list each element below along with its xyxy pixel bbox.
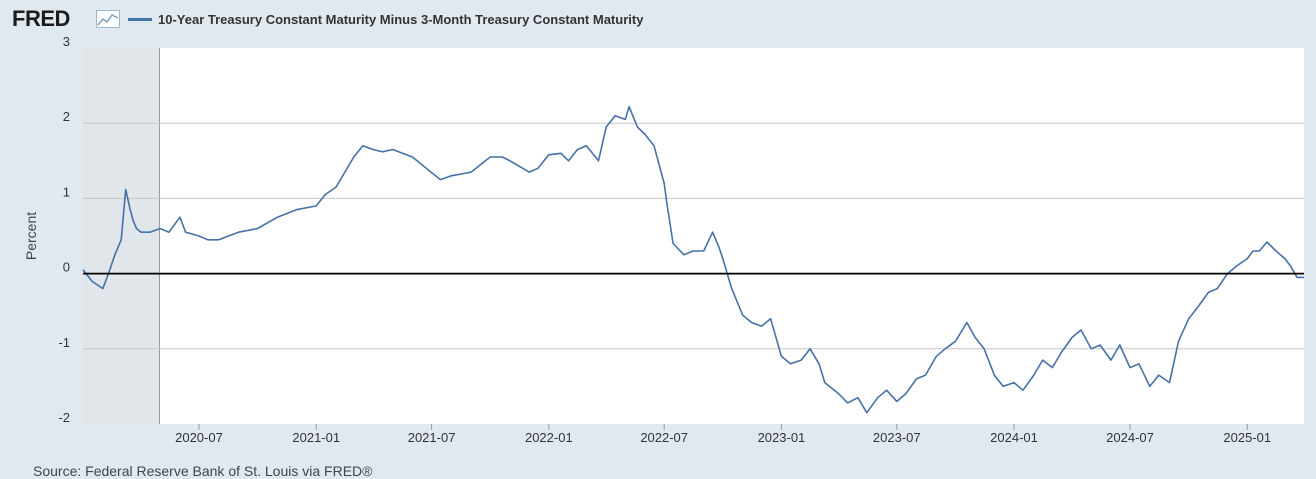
x-tick-label: 2020-07 bbox=[175, 430, 223, 445]
x-tick-label: 2021-07 bbox=[408, 430, 456, 445]
x-tick-label: 2025-01 bbox=[1223, 430, 1271, 445]
legend: 10-Year Treasury Constant Maturity Minus… bbox=[128, 10, 643, 28]
y-tick-label: 1 bbox=[63, 184, 70, 199]
axis-layer: 3 2 1 0 -1 -2 Percent 2020-07 2021-01 2021-07 2022… bbox=[23, 34, 1304, 445]
legend-label: 10-Year Treasury Constant Maturity Minus… bbox=[158, 11, 644, 27]
x-tick-label: 2024-01 bbox=[990, 430, 1038, 445]
y-tick-label: -2 bbox=[58, 410, 70, 425]
legend-swatch bbox=[128, 17, 152, 21]
series-line bbox=[82, 105, 1304, 414]
recession-layer bbox=[83, 48, 160, 424]
plot-area bbox=[83, 48, 1304, 424]
x-tick-label: 2022-01 bbox=[525, 430, 573, 445]
x-tick-label: 2023-07 bbox=[873, 430, 921, 445]
source-note: Source: Federal Reserve Bank of St. Loui… bbox=[33, 463, 373, 479]
line-chart-icon bbox=[96, 10, 120, 28]
fred-logo[interactable]: FRED bbox=[12, 6, 70, 31]
chart-header: FRED 10-Year Treasury Constant Maturity … bbox=[0, 0, 1316, 36]
x-tick-label: 2024-07 bbox=[1106, 430, 1154, 445]
series-layer bbox=[82, 105, 1304, 414]
x-tick-label: 2023-01 bbox=[758, 430, 806, 445]
x-tick-label: 2021-01 bbox=[292, 430, 340, 445]
y-tick-label: 3 bbox=[63, 34, 70, 49]
y-tick-label: 2 bbox=[63, 109, 70, 124]
grid-layer bbox=[83, 122, 1304, 350]
y-tick-label: -1 bbox=[58, 335, 70, 350]
y-axis-label: Percent bbox=[23, 212, 39, 260]
x-tick-label: 2022-07 bbox=[640, 430, 688, 445]
y-tick-label: 0 bbox=[63, 260, 70, 275]
